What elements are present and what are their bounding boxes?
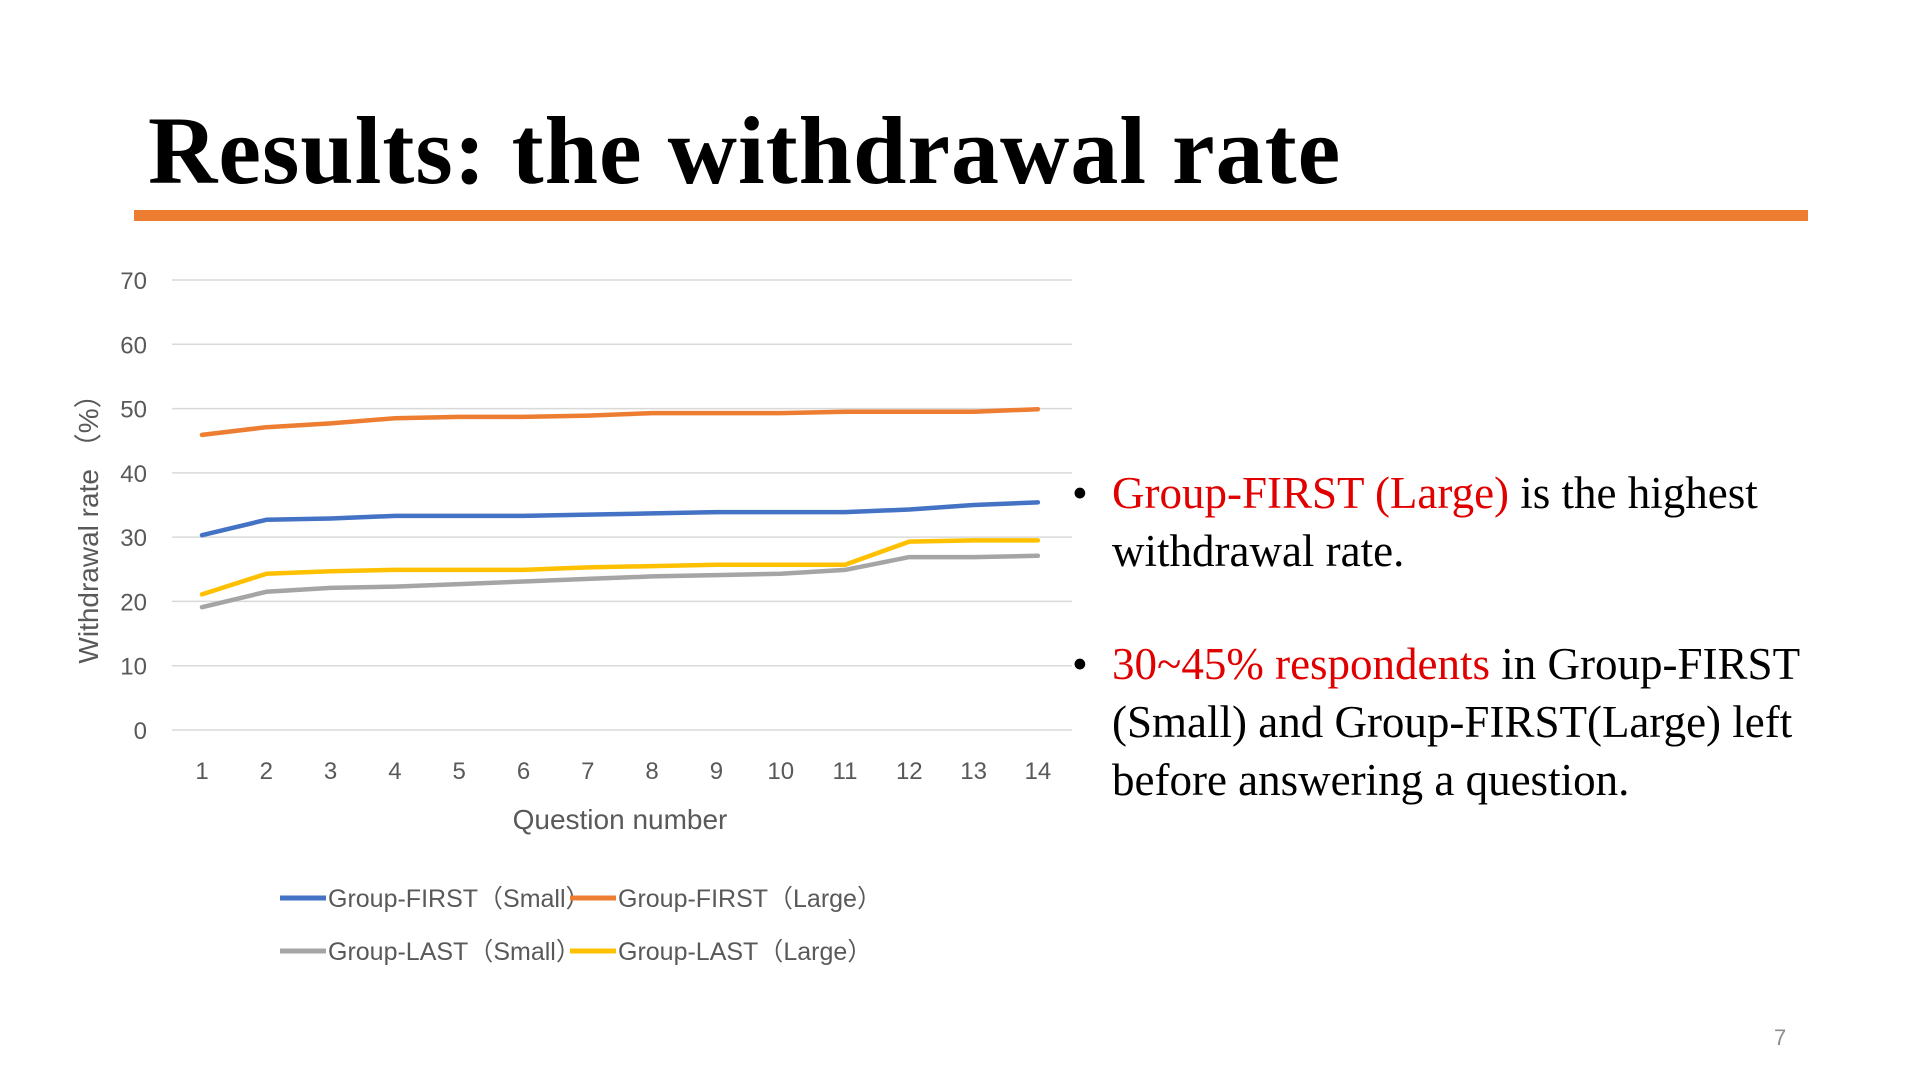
y-tick-label: 50: [120, 397, 147, 424]
x-tick-label: 4: [388, 758, 401, 785]
x-tick-label: 8: [645, 758, 658, 785]
bullet-highlight: Group-FIRST (Large): [1112, 468, 1510, 518]
slide-title: Results: the withdrawal rate: [148, 97, 1342, 204]
y-tick-label: 40: [120, 461, 147, 488]
page-number: 7: [1774, 1025, 1787, 1050]
series-line-3: [199, 538, 1041, 597]
x-tick-label: 12: [896, 758, 923, 785]
x-tick-label: 7: [581, 758, 594, 785]
y-tick-label: 70: [120, 268, 147, 295]
x-axis-label: Question number: [513, 804, 728, 835]
bullet-highlight: 30~45% respondents: [1112, 639, 1491, 689]
y-tick-label: 30: [120, 525, 147, 552]
x-tick-label: 5: [453, 758, 466, 785]
x-tick-label: 10: [767, 758, 794, 785]
chart-legend: Group-FIRST（Small） Group-FIRST（Large） Grou…: [280, 885, 882, 966]
series-line-1: [199, 406, 1041, 438]
bullet-item-highest-rate: • Group-FIRST (Large) is the highest wit…: [1072, 464, 1872, 580]
y-tick-label: 0: [134, 718, 147, 745]
y-axis-tick-labels: 0 10 20 30 40 50 60 70: [120, 268, 147, 745]
x-tick-label: 1: [195, 758, 208, 785]
x-tick-label: 6: [517, 758, 530, 785]
x-tick-label: 14: [1025, 758, 1052, 785]
chart-gridlines: [172, 279, 1072, 731]
bullet-marker: •: [1072, 468, 1088, 518]
chart-series-lines: [199, 406, 1041, 610]
legend-label: Group-LAST（Large）: [618, 938, 872, 966]
bullet-marker: •: [1072, 639, 1088, 689]
bullet-item-respondents-left: • 30~45% respondents in Group-FIRST (Sma…: [1072, 635, 1872, 809]
bullet-text: is the highest withdrawal rate.: [1112, 468, 1758, 576]
title-underline: [134, 210, 1808, 221]
legend-label: Group-LAST（Small）: [328, 938, 581, 966]
y-axis-label: Withdrawal rate （%）: [73, 380, 104, 663]
y-tick-label: 20: [120, 589, 147, 616]
series-line-0: [199, 500, 1041, 538]
bullet-text: in Group-FIRST (Small) and Group-FIRST(L…: [1112, 639, 1800, 805]
y-tick-label: 60: [120, 332, 147, 359]
bullet-list: • Group-FIRST (Large) is the highest wit…: [1072, 464, 1872, 809]
x-tick-label: 11: [833, 758, 858, 785]
legend-label: Group-FIRST（Small）: [328, 885, 591, 913]
legend-label: Group-FIRST（Large）: [618, 885, 882, 913]
x-tick-label: 2: [260, 758, 273, 785]
series-line-2: [199, 553, 1041, 610]
y-tick-label: 10: [120, 654, 147, 681]
x-tick-label: 3: [324, 758, 337, 785]
x-axis-tick-labels: 1 2 3 4 5 6 7 8 9 10 11 12 13 14: [195, 758, 1051, 785]
x-tick-label: 9: [710, 758, 723, 785]
x-tick-label: 13: [960, 758, 987, 785]
